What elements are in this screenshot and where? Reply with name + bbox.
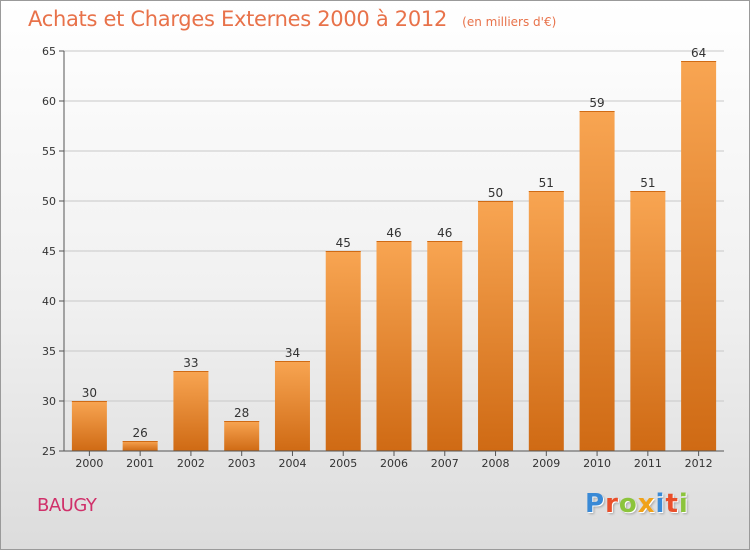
chart-header: Achats et Charges Externes 2000 à 2012 (… [28,7,556,31]
bar [630,191,666,451]
labels: 25 30 35 40 45 50 55 60 65 30 2000 26 2001 33 2002 28 20… [42,45,713,470]
chart-title: Achats et Charges Externes 2000 à 2012 [28,7,448,31]
data-label: 34 [285,346,300,360]
bar [224,421,260,451]
bar [71,401,107,451]
data-label: 46 [386,226,401,240]
y-tick-label: 35 [42,345,56,358]
bars [71,61,717,451]
x-tick-label: 2000 [75,457,103,470]
data-label: 33 [183,356,198,370]
chart-unit: (en milliers d'€) [462,15,557,29]
axes [59,50,724,456]
x-tick-label: 2011 [634,457,662,470]
x-tick-label: 2009 [532,457,560,470]
logo-letter: i [678,489,689,519]
data-label: 51 [539,176,554,190]
y-tick-label: 50 [42,195,56,208]
y-tick-label: 30 [42,395,56,408]
y-tick-label: 45 [42,245,56,258]
x-tick-label: 2002 [177,457,205,470]
proxiti-logo: Proxiti [585,489,689,519]
y-tick-label: 55 [42,145,56,158]
y-tick-label: 40 [42,295,56,308]
bar [528,191,564,451]
x-tick-label: 2010 [583,457,611,470]
logo-letter: t [665,489,679,519]
logo-letter: P [585,489,606,519]
bar [173,371,209,451]
data-label: 26 [133,426,148,440]
x-tick-label: 2004 [278,457,306,470]
bar [478,201,514,451]
bar [122,441,158,451]
data-label: 51 [640,176,655,190]
data-label: 50 [488,186,503,200]
logo-letter: r [605,489,619,519]
y-tick-label: 65 [42,45,56,58]
data-label: 45 [336,236,351,250]
bar [427,241,463,451]
x-tick-label: 2001 [126,457,154,470]
bar [376,241,412,451]
data-label: 64 [691,46,706,60]
x-tick-label: 2012 [685,457,713,470]
bar [579,111,615,451]
x-tick-label: 2008 [482,457,510,470]
x-tick-label: 2003 [228,457,256,470]
y-tick-label: 60 [42,95,56,108]
x-tick-label: 2006 [380,457,408,470]
data-label: 28 [234,406,249,420]
logo-letter: x [637,489,656,519]
logo-letter: i [655,489,666,519]
commune-name: BAUGY [37,495,97,516]
bar [325,251,361,451]
data-label: 59 [589,96,604,110]
bar [681,61,717,451]
bar [274,361,310,451]
x-tick-label: 2005 [329,457,357,470]
x-tick-label: 2007 [431,457,459,470]
data-label: 30 [82,386,97,400]
data-label: 46 [437,226,452,240]
logo-letter: o [618,489,638,519]
y-tick-label: 25 [42,445,56,458]
